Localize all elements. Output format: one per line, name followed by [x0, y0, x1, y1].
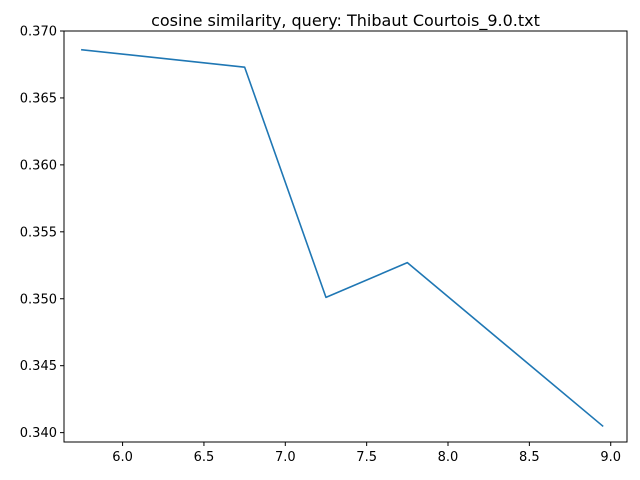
- x-tick-label: 9.0: [600, 450, 621, 465]
- y-tick-label: 0.345: [20, 359, 57, 374]
- x-tick-label: 7.5: [356, 450, 377, 465]
- y-tick-label: 0.340: [20, 426, 57, 441]
- plot-frame: [63, 30, 628, 443]
- y-tick-label: 0.370: [20, 25, 57, 40]
- x-tick-label: 8.5: [519, 450, 540, 465]
- y-tick-label: 0.360: [20, 158, 57, 173]
- y-tick-label: 0.365: [20, 91, 57, 106]
- x-axis-ticks: 6.0 6.5 7.0 7.5 8.0 8.5 9.0: [112, 442, 621, 465]
- y-tick-label: 0.355: [20, 225, 57, 240]
- x-tick-label: 6.5: [194, 450, 215, 465]
- x-tick-label: 8.0: [438, 450, 459, 465]
- x-tick-label: 7.0: [275, 450, 296, 465]
- series-lines: [81, 48, 604, 428]
- chart-title: cosine similarity, query: Thibaut Courto…: [151, 11, 540, 31]
- series-line: [81, 48, 604, 428]
- y-tick-label: 0.350: [20, 292, 57, 307]
- axes: [63, 30, 628, 443]
- y-axis-ticks: 0.340 0.345 0.350 0.355 0.360 0.365 0.370: [20, 25, 64, 441]
- x-tick-label: 6.0: [112, 450, 133, 465]
